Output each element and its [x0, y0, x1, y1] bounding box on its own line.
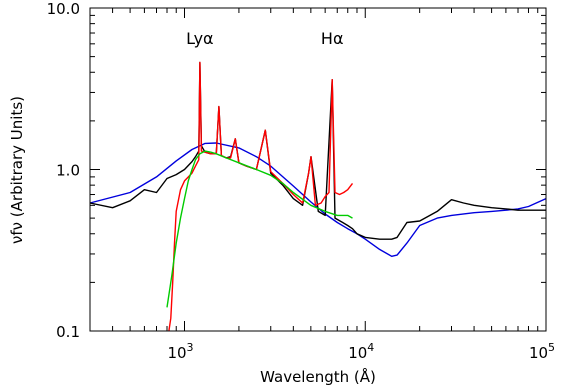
tick-layer: 103 104 105 0.1 1.0 10.0: [47, 0, 555, 362]
x-axis-label: Wavelength (Å): [260, 367, 376, 386]
y-tick-label: 1.0: [56, 162, 80, 180]
series-layer: [89, 61, 547, 332]
y-tick-label: 0.1: [56, 323, 80, 341]
series-line-1: [89, 61, 546, 240]
series-line-3: [166, 150, 353, 308]
series-line-2: [168, 61, 354, 332]
x-tick-label: 105: [529, 341, 555, 362]
series-line-0: [89, 142, 547, 257]
x-tick-label: 104: [348, 341, 374, 362]
line-annotation-0: Lyα: [186, 29, 213, 48]
y-tick-label: 10.0: [47, 0, 80, 18]
x-tick-label: 103: [167, 341, 193, 362]
line-annotation-1: Hα: [321, 29, 344, 48]
y-axis-label: νfν (Arbitrary Units): [8, 96, 26, 244]
annotation-layer: Lyα Hα: [186, 29, 343, 48]
